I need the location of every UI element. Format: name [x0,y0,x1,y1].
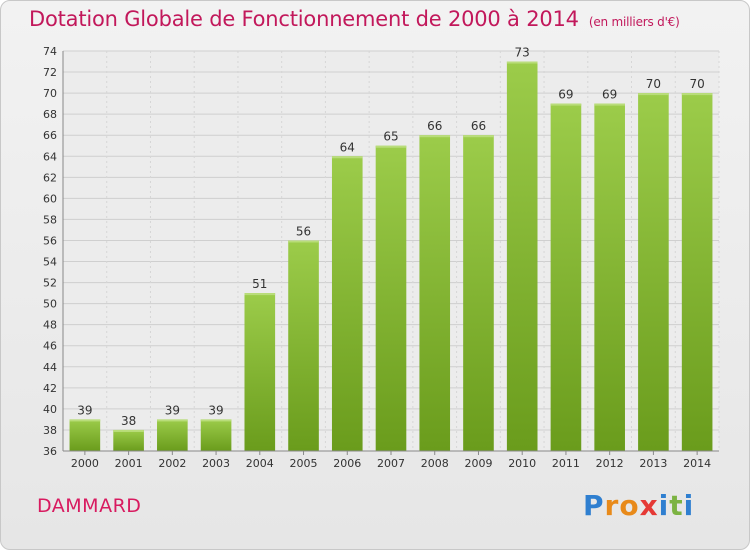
y-tick-label: 74 [43,45,57,58]
bar [506,61,538,452]
x-tick-label: 2000 [71,457,99,470]
bar-highlight [331,156,363,159]
bar [331,156,363,451]
bar-highlight [69,419,101,422]
bar [594,103,625,451]
y-tick-label: 68 [43,108,57,121]
y-tick-label: 56 [43,234,57,247]
bar [200,419,232,451]
chart-title: Dotation Globale de Fonctionnement de 20… [29,7,680,31]
chart-subtitle: (en milliers d'€) [588,15,680,29]
bar-value-label: 69 [602,88,617,102]
bar-value-label: 64 [340,140,355,154]
y-tick-label: 38 [43,424,57,437]
bar-highlight [113,429,144,432]
y-tick-label: 50 [43,298,57,311]
bar-highlight [375,145,407,148]
bar-value-label: 66 [427,119,442,133]
bar-value-label: 69 [558,88,573,102]
bar [157,419,188,451]
x-tick-label: 2012 [596,457,624,470]
bar-value-label: 65 [383,130,398,144]
x-tick-label: 2006 [333,457,361,470]
y-tick-label: 64 [43,150,57,163]
x-tick-label: 2007 [377,457,405,470]
logo-letter: x [639,489,659,522]
x-tick-label: 2005 [290,457,318,470]
y-tick-label: 42 [43,382,57,395]
bar [288,240,319,451]
logo-letter: o [619,489,640,522]
x-tick-label: 2003 [202,457,230,470]
bars: 39 38 39 39 51 56 64 65 66 66 73 69 69 70 70 [69,46,713,452]
y-tick-label: 66 [43,129,57,142]
proxiti-logo: Proxiti [583,489,694,522]
bar [638,93,669,452]
bar-highlight [288,240,319,243]
y-tick-label: 62 [43,171,57,184]
bar [463,135,494,452]
bar-value-label: 51 [252,277,267,291]
bar-value-label: 38 [121,414,136,428]
bar-highlight [463,135,494,138]
commune-name: DAMMARD [37,495,142,517]
bar-highlight [550,103,582,106]
bar-value-label: 39 [208,403,223,417]
bar-highlight [419,135,451,138]
bar-highlight [681,93,713,96]
logo-letter: r [604,489,620,522]
bar-value-label: 39 [165,403,180,417]
bar-value-label: 70 [689,77,704,91]
bar [69,419,101,451]
axes: 36 38 40 42 44 46 48 50 52 54 56 58 60 62 64 66 68 70 72 74… [43,45,719,470]
bar-value-label: 56 [296,224,311,238]
y-tick-label: 58 [43,213,57,226]
bar-highlight [594,103,625,106]
bar-highlight [638,93,669,96]
x-tick-label: 2004 [246,457,274,470]
bar-value-label: 73 [515,46,530,60]
y-tick-label: 46 [43,340,57,353]
chart-title-text: Dotation Globale de Fonctionnement de 20… [29,7,579,31]
y-tick-label: 72 [43,66,57,79]
bar [375,145,407,451]
x-tick-label: 2011 [552,457,580,470]
y-tick-label: 54 [43,256,57,269]
x-tick-label: 2014 [683,457,711,470]
x-tick-label: 2002 [158,457,186,470]
y-tick-label: 36 [43,445,57,458]
bar [244,293,276,451]
y-tick-label: 48 [43,319,57,332]
y-tick-label: 70 [43,87,57,100]
bar [681,93,713,452]
logo-letter: P [583,489,605,522]
y-tick-label: 44 [43,361,57,374]
bar-highlight [506,61,538,64]
x-tick-label: 2008 [421,457,449,470]
bar-highlight [244,293,276,296]
bar [113,429,144,451]
bar [550,103,582,451]
bar-value-label: 66 [471,119,486,133]
bar-value-label: 70 [646,77,661,91]
bar-value-label: 39 [77,403,92,417]
logo-letter: i [658,489,670,522]
x-tick-label: 2009 [464,457,492,470]
x-tick-label: 2013 [639,457,667,470]
x-tick-label: 2001 [115,457,143,470]
bar-highlight [200,419,232,422]
bar-highlight [157,419,188,422]
logo-letter: i [683,489,695,522]
x-tick-label: 2010 [508,457,536,470]
y-tick-label: 52 [43,277,57,290]
y-tick-label: 40 [43,403,57,416]
y-tick-label: 60 [43,192,57,205]
logo-letter: t [669,489,684,522]
bar [419,135,451,452]
